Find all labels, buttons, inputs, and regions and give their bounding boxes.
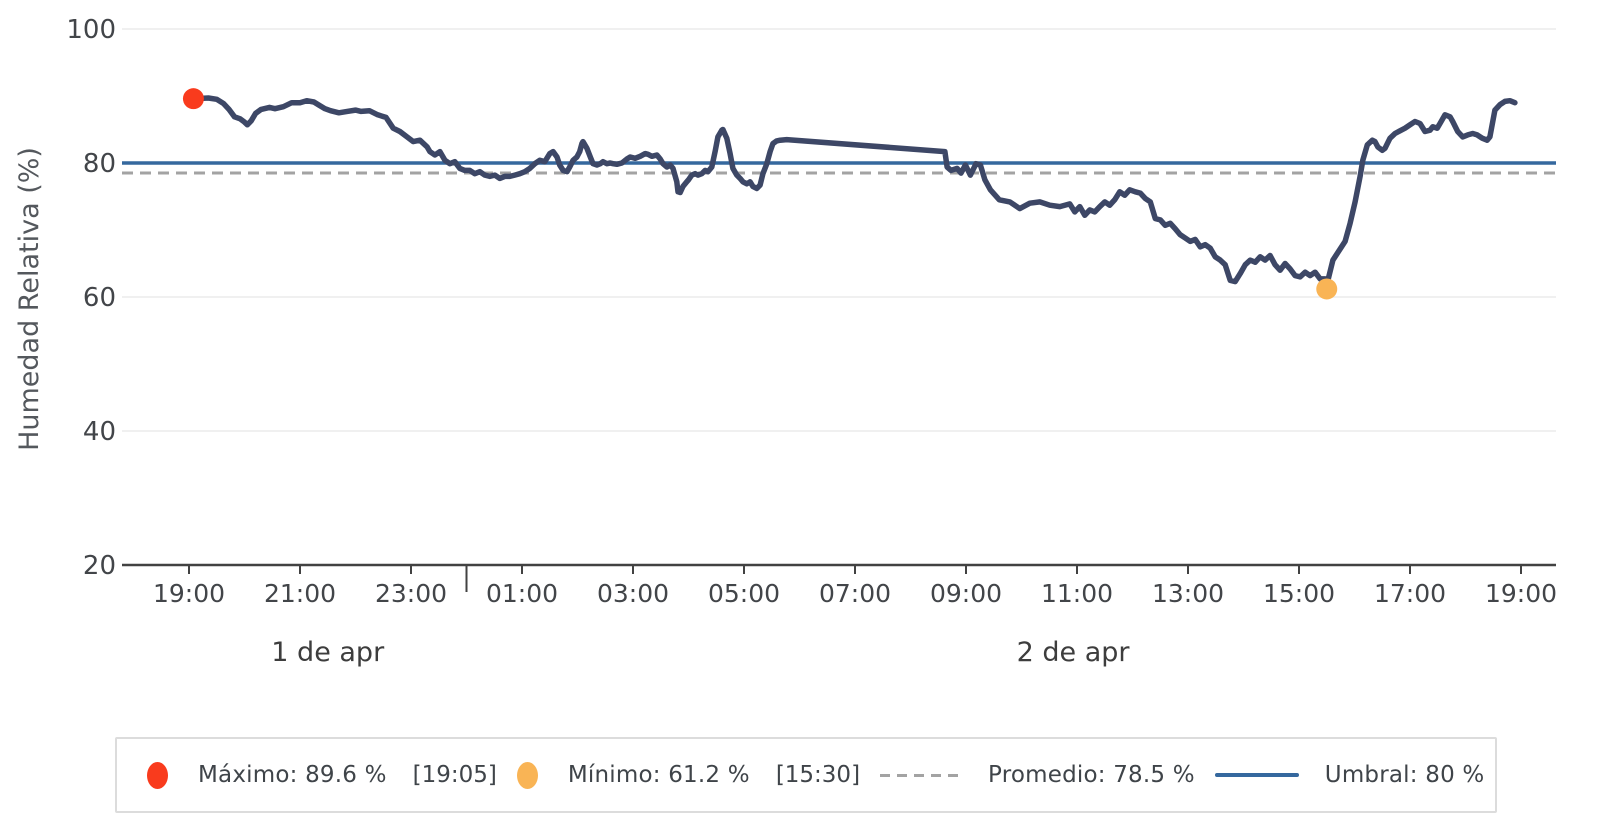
promedio-dashed-line-icon	[880, 773, 963, 777]
x-tick-label: 13:00	[1152, 579, 1224, 608]
legend-minimo-time: [15:30]	[775, 762, 861, 788]
legend-item-promedio[interactable]: Promedio: 78.5 %	[880, 762, 1195, 788]
x-tick-label: 07:00	[819, 579, 891, 608]
max-marker-icon	[147, 761, 168, 789]
legend-promedio-label: Promedio: 78.5 %	[988, 762, 1195, 788]
y-axis-title: Humedad Relativa (%)	[14, 147, 45, 451]
legend-item-maximo[interactable]: Máximo: 89.6 % [19:05]	[147, 761, 497, 789]
x-tick-label: 23:00	[375, 579, 447, 608]
legend-minimo-label: Mínimo: 61.2 %	[567, 762, 750, 788]
humidity-line-chart: 19:00 21:00 23:00 01:00 03:00 05:00 07:00 09:00…	[14, 15, 1557, 668]
umbral-line-icon	[1214, 773, 1299, 777]
max-point-marker	[182, 88, 204, 110]
x-tick-label: 21:00	[264, 579, 336, 608]
legend-maximo-label: Máximo: 89.6 %	[198, 762, 387, 788]
chart-legend: Máximo: 89.6 % [19:05] Mínimo: 61.2 % [1…	[115, 737, 1497, 813]
x-tick-label: 11:00	[1041, 579, 1113, 608]
legend-maximo-time: [19:05]	[412, 762, 497, 788]
min-point-marker	[1316, 278, 1338, 300]
y-tick-label-100: 100	[66, 15, 116, 45]
x-tick-label: 05:00	[708, 579, 780, 608]
y-tick-label-60: 60	[83, 283, 116, 313]
y-tick-label-40: 40	[83, 417, 116, 447]
x-tick-label: 09:00	[930, 579, 1002, 608]
chart-canvas: 19:00 21:00 23:00 01:00 03:00 05:00 07:00 09:00…	[14, 15, 1557, 668]
y-tick-label-20: 20	[83, 551, 116, 581]
date-label-1: 1 de apr	[271, 637, 385, 668]
x-tick-label: 17:00	[1374, 579, 1446, 608]
humidity-series-line	[190, 95, 1518, 288]
x-tick-label: 19:00	[153, 579, 225, 608]
x-tick-label: 19:00	[1485, 579, 1557, 608]
legend-item-minimo[interactable]: Mínimo: 61.2 % [15:30]	[516, 761, 861, 789]
x-tick-label: 15:00	[1263, 579, 1335, 608]
legend-item-umbral[interactable]: Umbral: 80 %	[1214, 762, 1485, 788]
x-tick-label: 01:00	[486, 579, 558, 608]
min-marker-icon	[516, 761, 538, 789]
x-tick-label: 03:00	[597, 579, 669, 608]
y-tick-label-80: 80	[83, 149, 116, 179]
legend-umbral-label: Umbral: 80 %	[1324, 762, 1485, 788]
date-label-2: 2 de apr	[1017, 637, 1131, 668]
